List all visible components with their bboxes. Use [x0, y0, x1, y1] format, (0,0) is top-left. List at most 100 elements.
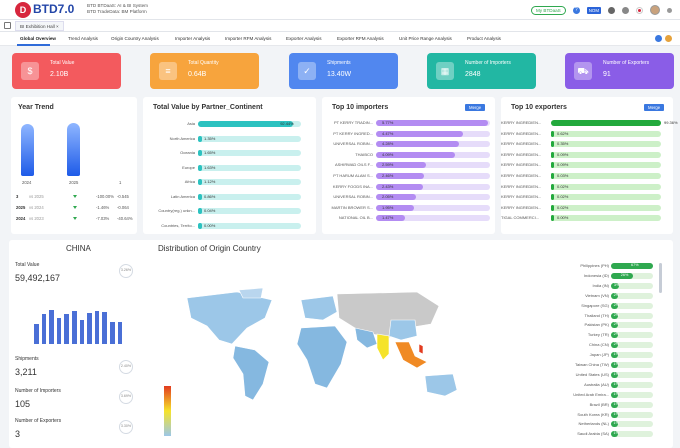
- importer-row[interactable]: PT KERRY INGRED... 4.47%: [322, 130, 494, 137]
- partner-row[interactable]: Asia 92.44%: [143, 121, 313, 127]
- partner-row[interactable]: Latin America 0.86%: [143, 193, 313, 200]
- share-icon[interactable]: [665, 35, 672, 42]
- country-distribution-panel: CHINA Total Value 59,492,167 3.26% Shipm…: [9, 240, 673, 448]
- exporter-row[interactable]: KERRY INGREDIEN... 0.03%: [501, 173, 671, 179]
- language-flag-icon[interactable]: [636, 6, 643, 14]
- origin-row[interactable]: Vietnam (VN) 2%: [529, 292, 659, 299]
- tab-bi-exhibition-hall[interactable]: BI Exhibition Hall ×: [15, 21, 64, 31]
- map-southeast-asia[interactable]: [394, 341, 428, 369]
- origin-row[interactable]: Thailand (TH) 2%: [529, 312, 659, 319]
- origin-row[interactable]: Singapore (SG) 2%: [529, 302, 659, 309]
- home-icon[interactable]: [4, 22, 11, 29]
- kpi-icon-box: ≡: [159, 62, 177, 80]
- importer-row[interactable]: NATIONAL OIL B... 1.47%: [322, 215, 494, 222]
- kpi-card[interactable]: ✓ Shipments 13.40W: [289, 53, 398, 89]
- nav-origin-country-analysis[interactable]: Origin Country Analysis: [111, 36, 159, 41]
- partner-row[interactable]: Countries, Territo... 0.00%: [143, 222, 313, 229]
- partner-row[interactable]: Oceania 1.65%: [143, 150, 313, 156]
- importer-row[interactable]: UNIVERSAL ROBIN... 4.28%: [322, 141, 494, 148]
- exporter-row[interactable]: KERRY INGREDIEN... 0.09%: [501, 162, 671, 169]
- importers-merge-button[interactable]: Merge: [465, 104, 486, 111]
- origin-row[interactable]: Brazil (BR) 1%: [529, 401, 659, 408]
- origin-row[interactable]: Pakistan (PK) 2%: [529, 322, 659, 329]
- exporter-row-label: KERRY INGREDIEN...: [501, 183, 542, 189]
- importer-row[interactable]: PT KERRY TRADIN... 5.77%: [322, 120, 494, 126]
- nav-product-analysis[interactable]: Product Analysis: [467, 36, 501, 41]
- origin-row[interactable]: Indonesia (ID) 26%: [529, 272, 659, 279]
- my-btdaas-button[interactable]: My BTDaaS: [530, 5, 566, 15]
- nav-importer-rfm-analysis[interactable]: Importer RFM Analysis: [225, 36, 272, 41]
- nav-importer-analysis[interactable]: Importer Analysis: [175, 36, 211, 41]
- exporter-row[interactable]: KERRY INGREDIEN... 0.35%: [501, 141, 671, 148]
- world-map[interactable]: [177, 288, 475, 414]
- help-icon[interactable]: ?: [572, 6, 580, 14]
- map-india[interactable]: [376, 333, 390, 361]
- origin-row[interactable]: Turkey (TR) 2%: [529, 332, 659, 339]
- map-north-america[interactable]: [186, 291, 273, 345]
- importer-row[interactable]: KERRY FOODS INA... 2.43%: [322, 183, 494, 190]
- exporter-row[interactable]: KERRY INGREDIEN... 0.02%: [501, 204, 671, 211]
- exporter-row[interactable]: KERRY INGREDIEN... 99.36%: [501, 120, 678, 126]
- origin-row[interactable]: Netherlands (NL) 1%: [529, 421, 659, 428]
- map-asia-north[interactable]: [336, 291, 440, 339]
- origin-row[interactable]: Philippines (PH) 67%: [529, 263, 659, 269]
- partner-row[interactable]: Europe 1.63%: [143, 164, 313, 171]
- settings-icon[interactable]: [622, 6, 629, 14]
- origin-row[interactable]: United Arab Emira... 1%: [529, 391, 659, 398]
- importer-row[interactable]: MARTIN BROWER S... 1.95%: [322, 204, 494, 211]
- nav-unit-price-range-analysis[interactable]: Unit Price Range Analysis: [399, 36, 452, 41]
- exporter-row[interactable]: KERRY INGREDIEN... 0.62%: [501, 130, 671, 137]
- nom-chip[interactable]: NOM: [586, 6, 601, 14]
- nav-exporter-analysis[interactable]: Exporter Analysis: [286, 36, 322, 41]
- map-south-america[interactable]: [232, 345, 270, 401]
- kpi-card[interactable]: ▦ Number of Importers 2848: [427, 53, 536, 89]
- kpi-card[interactable]: ≡ Total Quantity 0.64B: [150, 53, 259, 89]
- origin-row[interactable]: Australia (AU) 1%: [529, 381, 659, 388]
- nav-global-overview[interactable]: Global Overview: [20, 36, 56, 41]
- origin-row[interactable]: Japan (JP) 1%: [529, 352, 659, 359]
- exporter-row[interactable]: KERRY INGREDIEN... 0.09%: [501, 151, 671, 158]
- origin-row[interactable]: India (IN) 3%: [529, 282, 659, 289]
- importer-row[interactable]: ASHIRWAD OILS F... 2.59%: [322, 162, 494, 169]
- importer-row-pct: 2.43%: [382, 183, 394, 189]
- origin-row-fill: [611, 342, 619, 349]
- map-europe[interactable]: [300, 295, 338, 321]
- message-icon[interactable]: [608, 6, 615, 14]
- importer-row[interactable]: UNIVERSAL ROBIN... 2.05%: [322, 194, 494, 201]
- map-australia[interactable]: [424, 373, 458, 397]
- map-china[interactable]: [388, 319, 418, 341]
- nav-trend-analysis[interactable]: Trend Analysis: [68, 36, 98, 41]
- avatar[interactable]: [650, 5, 660, 15]
- importer-row[interactable]: PT HARUM ALAM S... 2.46%: [322, 173, 494, 179]
- exporters-merge-button[interactable]: Merge: [644, 104, 665, 111]
- map-africa[interactable]: [296, 325, 348, 389]
- map-greenland[interactable]: [238, 288, 264, 299]
- exporter-row[interactable]: TIGAL COMMERCI... 0.00%: [501, 215, 671, 222]
- origin-row[interactable]: Taiwan China (TW) 1%: [529, 362, 659, 368]
- importer-row[interactable]: THAIBCO 4.09%: [322, 151, 494, 158]
- exporter-row[interactable]: KERRY INGREDIEN... 0.02%: [501, 194, 671, 201]
- origin-row[interactable]: Saudi Arabia (SA) 1%: [529, 431, 659, 438]
- origin-row-label: Taiwan China (TW): [574, 362, 609, 367]
- partner-row[interactable]: Africa 1.12%: [143, 179, 313, 185]
- partner-row-label: Country(reg.) unkn...: [158, 208, 195, 213]
- nav-exporter-rfm-analysis[interactable]: Exporter RFM Analysis: [337, 36, 384, 41]
- partner-row[interactable]: Country(reg.) unkn... 0.04%: [143, 208, 313, 214]
- exporter-row[interactable]: KERRY INGREDIEN... 0.02%: [501, 183, 671, 190]
- partner-row-pct: 0.00%: [204, 222, 216, 228]
- kpi-value: 13.40W: [327, 71, 352, 78]
- map-middle-east[interactable]: [354, 327, 378, 349]
- origin-row[interactable]: South Korea (KR) 1%: [529, 411, 659, 418]
- chevron-down-icon[interactable]: [667, 7, 672, 13]
- kpi-card[interactable]: $ Total Value 2.10B: [12, 53, 121, 89]
- exporter-row-track: [551, 151, 661, 158]
- logo-text: BTD7.0: [33, 2, 75, 16]
- origin-row[interactable]: United States (US) 1%: [529, 371, 659, 378]
- map-philippines[interactable]: [418, 343, 424, 355]
- origin-list-scrollbar[interactable]: [659, 263, 662, 293]
- partner-row[interactable]: North America 1.35%: [143, 135, 313, 142]
- origin-row[interactable]: China (CN) 2%: [529, 342, 659, 349]
- refresh-icon[interactable]: [655, 35, 662, 42]
- kpi-card[interactable]: ⛟ Number of Exporters 91: [565, 53, 674, 89]
